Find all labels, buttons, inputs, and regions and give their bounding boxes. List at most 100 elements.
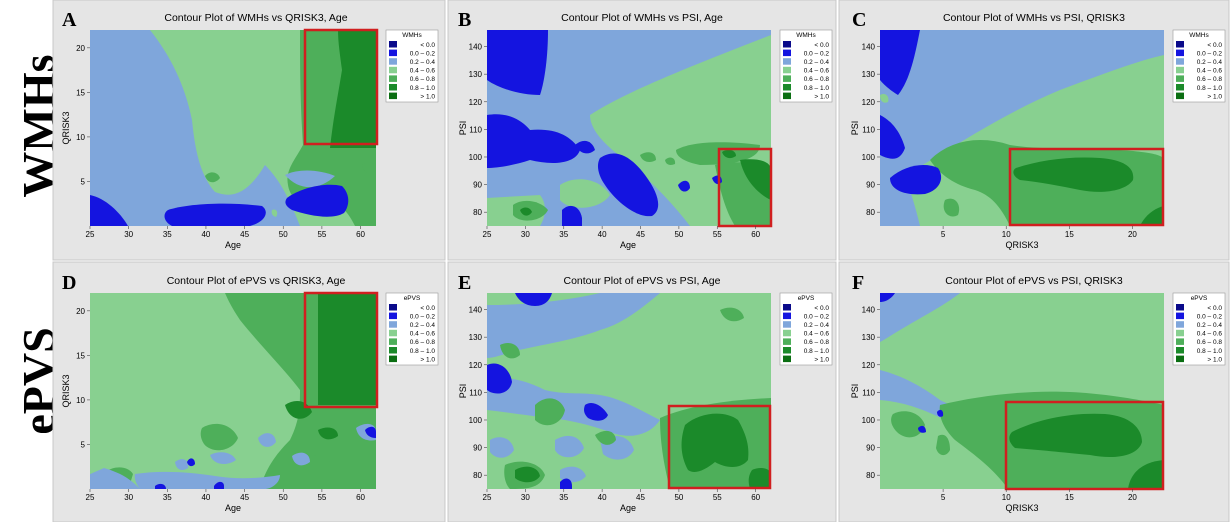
panel-b-y-tick-label: 140	[469, 43, 483, 52]
panel-f-y-tick-label: 130	[862, 333, 876, 342]
panel-c-y-tick-label: 140	[862, 43, 876, 52]
legend-label: 0.2 – 0.4	[804, 59, 830, 66]
legend-swatch	[389, 329, 397, 337]
panel-a-legend: WMHs < 0.00.0 – 0.2 0.2 – 0.4 0.4 – 0.60.6 …	[385, 29, 439, 103]
panel-b-x-tick-label: 25	[483, 230, 492, 239]
panel-f-x-tick-label: 15	[1065, 493, 1074, 502]
legend-swatch	[783, 329, 791, 337]
panel-d-title: Contour Plot of ePVS vs QRISK3, Age	[167, 275, 346, 287]
panel-b-letter: B	[458, 9, 471, 31]
panel-a-x-tick-label: 25	[86, 230, 95, 239]
legend-swatch	[783, 49, 791, 57]
panel-d-letter: D	[62, 272, 76, 294]
panel-d-y-tick-label: 5	[81, 440, 86, 449]
panel-c-xlabel: QRISK3	[1005, 240, 1038, 250]
legend-label: 0.2 – 0.4	[1197, 59, 1223, 66]
panel-d-contours	[90, 293, 376, 489]
panel-b-highlight	[717, 147, 773, 228]
legend-swatch	[1176, 84, 1184, 91]
legend-swatch	[1176, 338, 1184, 345]
legend-swatch	[389, 49, 397, 57]
panel-b-title: Contour Plot of WMHs vs PSI, Age	[561, 12, 723, 24]
panel-e-x-tick-label: 50	[674, 493, 683, 502]
legend-swatch	[783, 321, 791, 328]
legend-label: 0.8 – 1.0	[410, 348, 436, 355]
panel-c-ylabel: PSI	[850, 121, 860, 136]
panel-a-y-tick-label: 20	[76, 44, 85, 53]
panel-e-y-tick-label: 110	[469, 388, 482, 397]
panel-a-y-tick-label: 5	[81, 177, 86, 186]
legend-swatch	[389, 304, 397, 311]
legend-swatch	[1176, 66, 1184, 74]
legend-swatch	[1176, 58, 1184, 65]
panel-d-y-tick-label: 10	[76, 396, 85, 405]
legend-label: 0.4 – 0.6	[1197, 331, 1223, 338]
panel-b-x-tick-label: 40	[598, 230, 607, 239]
legend-label: 0.6 – 0.8	[410, 339, 436, 346]
panel-c-y-tick-label: 120	[862, 98, 876, 107]
panel-e-x-tick-label: 25	[483, 493, 492, 502]
legend-label: < 0.0	[420, 305, 435, 312]
legend-swatch	[1176, 49, 1184, 57]
panel-f-title: Contour Plot of ePVS vs PSI, QRISK3	[945, 275, 1123, 287]
panel-d-x-tick-label: 45	[240, 493, 249, 502]
panel-a-y-tick-label: 15	[76, 88, 85, 97]
panel-c-y-tick-label: 90	[866, 181, 875, 190]
legend-label: 0.6 – 0.8	[1197, 339, 1223, 346]
panel-c-contours	[880, 30, 1164, 226]
panel-a-x-tick-label: 60	[356, 230, 365, 239]
panel-a-letter: A	[62, 9, 77, 31]
panel-c-legend: WMHs < 0.00.0 – 0.2 0.2 – 0.4 0.4 – 0.60.6 …	[1172, 29, 1226, 103]
panel-e-x-tick-label: 30	[521, 493, 530, 502]
panel-e-y-tick-label: 140	[469, 306, 483, 315]
legend-label: > 1.0	[814, 356, 829, 363]
panel-c-x-tick-label: 5	[941, 230, 946, 239]
legend-label: < 0.0	[420, 42, 435, 49]
panel-c-letter: C	[852, 9, 866, 31]
panel-a-x-tick-label: 45	[240, 230, 249, 239]
legend-swatch	[389, 66, 397, 74]
panel-e-highlight	[667, 404, 772, 490]
panel-e-x-tick-label: 55	[713, 493, 722, 502]
legend-label: < 0.0	[814, 42, 829, 49]
panel-c-y-tick-label: 80	[866, 208, 875, 217]
panel-e-y-tick-label: 130	[469, 333, 483, 342]
legend-swatch	[1176, 355, 1184, 363]
panel-d-xlabel: Age	[225, 503, 241, 513]
legend-swatch	[783, 41, 791, 48]
panel-c-y-tick-label: 100	[862, 153, 876, 162]
panel-b-labels: B Contour Plot of WMHs vs PSI, Age Age P…	[458, 9, 723, 250]
panel-b-ylabel: PSI	[458, 121, 468, 136]
legend-swatch	[783, 312, 791, 320]
legend-title: ePVS	[404, 295, 421, 302]
legend-label: < 0.0	[814, 305, 829, 312]
panel-d-highlight	[303, 291, 379, 409]
panel-b-contours	[487, 30, 771, 226]
panel-a-x-tick-label: 40	[201, 230, 210, 239]
panel-e-y-tick-label: 90	[473, 444, 482, 453]
panel-e-x-tick-label: 45	[636, 493, 645, 502]
legend-label: 0.4 – 0.6	[804, 68, 830, 75]
legend-title: WMHs	[402, 32, 422, 39]
panel-b-x-tick-label: 50	[674, 230, 683, 239]
legend-swatch	[389, 355, 397, 363]
panel-f-y-tick-label: 120	[862, 361, 876, 370]
panel-e-xlabel: Age	[620, 503, 636, 513]
legend-swatch	[1176, 321, 1184, 328]
panel-d-legend: ePVS < 0.00.0 – 0.2 0.2 – 0.4 0.4 – 0.60.6 …	[385, 292, 439, 366]
panel-b-xlabel: Age	[620, 240, 636, 250]
panel-f-xlabel: QRISK3	[1005, 503, 1038, 513]
legend-label: 0.6 – 0.8	[1197, 76, 1223, 83]
panel-b-x-tick-label: 30	[521, 230, 530, 239]
panel-d-x-tick-label: 55	[317, 493, 326, 502]
panel-f-y-tick-label: 110	[862, 388, 875, 397]
panel-d-x-tick-label: 35	[163, 493, 172, 502]
legend-swatch	[389, 58, 397, 65]
panel-f-highlight	[1004, 400, 1165, 491]
panel-a-contours	[90, 30, 376, 226]
panel-c-x-tick-label: 10	[1002, 230, 1011, 239]
panel-c-y-tick-label: 130	[862, 70, 876, 79]
panel-d-y-tick-label: 20	[76, 307, 85, 316]
legend-swatch	[1176, 75, 1184, 82]
